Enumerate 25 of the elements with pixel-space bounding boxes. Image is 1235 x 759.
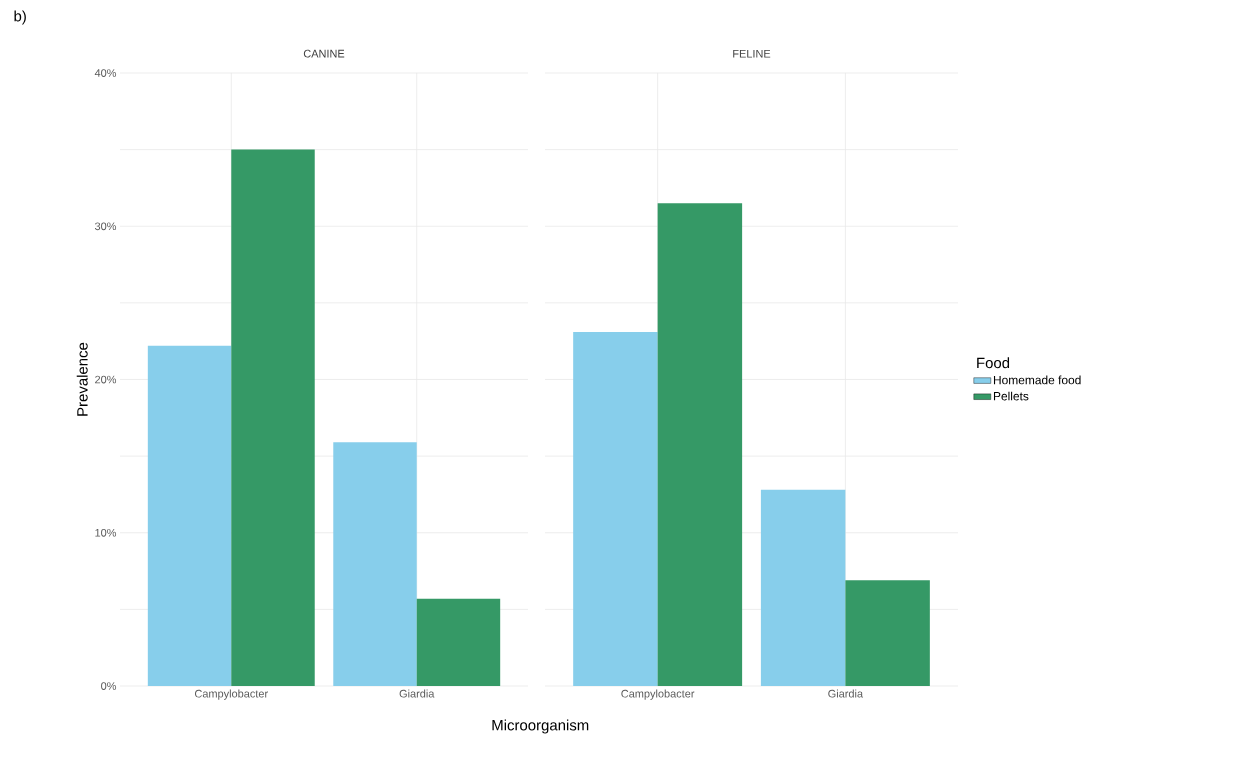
legend-label: Homemade food: [993, 375, 1081, 385]
chart-title: FELINE: [733, 49, 771, 58]
bar: [231, 149, 315, 686]
y-tick-label: 20%: [95, 375, 117, 384]
bar: [333, 442, 417, 686]
bar: [845, 580, 930, 686]
legend-title: Food: [977, 357, 1010, 369]
y-tick-label: 0%: [101, 682, 117, 690]
y-tick-label: 10%: [95, 528, 117, 537]
bar: [760, 489, 846, 686]
x-tick-label: Campylobacter: [621, 689, 695, 700]
x-tick-label: Giardia: [399, 689, 435, 698]
bar: [147, 345, 232, 686]
bar: [573, 331, 658, 686]
y-tick-label: 30%: [94, 222, 117, 231]
y-tick-label: 40%: [94, 69, 117, 77]
legend-label: Pellets: [993, 391, 1029, 401]
y-axis-title: Prevalence: [76, 342, 88, 416]
bar: [657, 203, 743, 686]
x-tick-label: Giardia: [828, 689, 864, 698]
text: b): [14, 10, 26, 25]
x-tick-label: Campylobacter: [194, 689, 268, 700]
x-axis-title: Microorganism: [492, 719, 589, 734]
bar: [416, 598, 501, 686]
chart-title: CANINE: [303, 49, 345, 58]
